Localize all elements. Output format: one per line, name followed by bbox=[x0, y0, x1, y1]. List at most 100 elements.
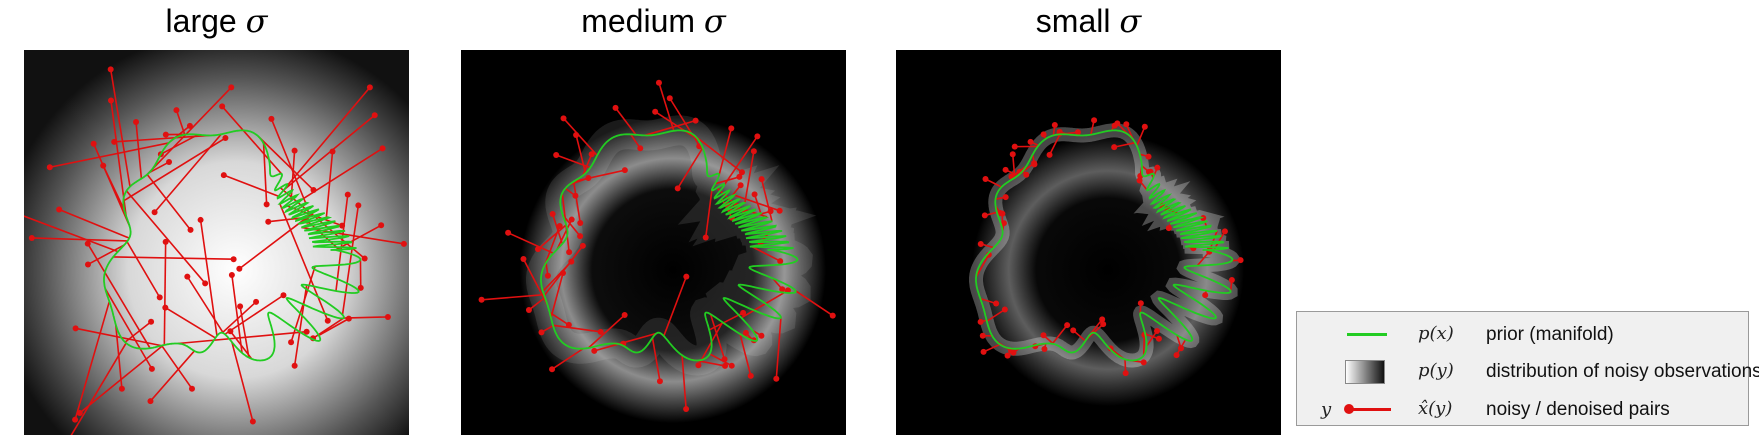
noisy-point bbox=[1228, 276, 1235, 283]
sigma-symbol: σ bbox=[1119, 2, 1142, 40]
pair-line bbox=[186, 276, 225, 334]
noisy-point bbox=[621, 312, 628, 319]
pair-line bbox=[663, 276, 688, 337]
pair-line bbox=[986, 308, 1006, 322]
pair-line bbox=[102, 165, 126, 211]
noisy-point bbox=[573, 131, 580, 138]
noisy-point bbox=[162, 238, 169, 245]
pair-line bbox=[795, 290, 834, 317]
noisy-point bbox=[1002, 166, 1009, 173]
noisy-point bbox=[1046, 151, 1053, 158]
pair-line bbox=[775, 317, 782, 379]
noisy-point bbox=[666, 95, 673, 102]
noisy-point bbox=[977, 240, 984, 247]
noisy-point bbox=[288, 339, 295, 346]
noisy-point bbox=[579, 242, 586, 249]
pair-line bbox=[551, 213, 564, 245]
legend-label-noisy-distribution: distribution of noisy observations bbox=[1486, 361, 1759, 382]
pair-line bbox=[335, 224, 382, 251]
legend-math-py: p(y) bbox=[1418, 360, 1454, 381]
noisy-point bbox=[118, 385, 125, 392]
pair-line bbox=[739, 333, 752, 377]
noisy-point bbox=[740, 309, 747, 316]
noisy-point bbox=[371, 112, 378, 119]
pair-line bbox=[224, 294, 284, 335]
noisy-point bbox=[535, 246, 542, 253]
panel-medium-plot bbox=[478, 79, 846, 435]
noisy-point bbox=[1237, 257, 1244, 264]
pair-line bbox=[135, 121, 143, 179]
pair-line bbox=[302, 147, 383, 200]
noisy-point bbox=[829, 312, 836, 319]
legend-math-xhat: x̂(y) bbox=[1418, 398, 1453, 419]
noisy-point bbox=[777, 258, 784, 265]
noisy-point bbox=[742, 329, 749, 336]
noisy-point bbox=[577, 233, 584, 240]
noisy-point bbox=[979, 332, 986, 339]
noisy-point bbox=[291, 147, 298, 154]
legend-item-noisy-distribution: p(y) distribution of noisy observations bbox=[1297, 357, 1759, 385]
noisy-point bbox=[253, 298, 260, 305]
noisy-point bbox=[28, 234, 35, 241]
pair-line bbox=[126, 241, 161, 298]
pair-line bbox=[87, 244, 125, 266]
noisy-point bbox=[1177, 345, 1184, 352]
noisy-point bbox=[162, 304, 169, 311]
noisy-point bbox=[1123, 121, 1130, 128]
noisy-point bbox=[577, 220, 584, 227]
noisy-point bbox=[1200, 214, 1207, 221]
noisy-point bbox=[357, 284, 364, 291]
noisy-point bbox=[1091, 117, 1098, 124]
noisy-point bbox=[597, 328, 604, 335]
noisy-point bbox=[265, 218, 272, 225]
noisy-point bbox=[750, 148, 757, 155]
pair-line bbox=[161, 345, 193, 390]
noisy-point bbox=[568, 216, 575, 223]
noisy-point bbox=[1145, 153, 1152, 160]
pair-line bbox=[148, 161, 170, 174]
noisy-point bbox=[187, 226, 194, 233]
noisy-point bbox=[220, 172, 227, 179]
noisy-point bbox=[997, 210, 1004, 217]
pair-line bbox=[542, 261, 572, 292]
pair-line bbox=[975, 254, 990, 278]
noisy-point bbox=[1064, 322, 1071, 329]
noisy-point bbox=[1023, 171, 1030, 178]
pair-line bbox=[654, 111, 699, 141]
noisy-point bbox=[384, 313, 391, 320]
noisy-point bbox=[291, 362, 298, 369]
noisy-point bbox=[728, 362, 735, 369]
noisy-point bbox=[751, 191, 758, 198]
noisy-point bbox=[773, 375, 780, 382]
prior-manifold-curve bbox=[103, 129, 362, 362]
noisy-point bbox=[84, 261, 91, 268]
pair-line bbox=[550, 272, 564, 318]
pair-line bbox=[669, 97, 693, 134]
pair-line bbox=[507, 232, 554, 254]
pair-line bbox=[760, 178, 773, 222]
pair-line bbox=[677, 147, 704, 189]
noisy-point bbox=[683, 273, 690, 280]
noisy-point bbox=[133, 119, 140, 126]
green-line-icon bbox=[1309, 320, 1419, 348]
noisy-point bbox=[46, 164, 53, 171]
panel-small-plot bbox=[948, 110, 1268, 430]
pair-line bbox=[555, 154, 591, 169]
noisy-point bbox=[683, 406, 690, 413]
pair-line bbox=[109, 69, 131, 187]
grayscale-gradient-icon bbox=[1309, 357, 1419, 385]
pair-line bbox=[552, 324, 601, 333]
pair-line bbox=[283, 114, 376, 191]
pair-line bbox=[113, 256, 234, 260]
noisy-point bbox=[345, 315, 352, 322]
noisy-point bbox=[237, 303, 244, 310]
pair-line bbox=[1196, 251, 1210, 267]
pair-line bbox=[537, 224, 567, 250]
pair-line bbox=[124, 321, 152, 343]
noisy-point bbox=[478, 296, 485, 303]
panel-title-small: small σ bbox=[896, 2, 1281, 40]
noisy-point bbox=[107, 97, 114, 104]
noisy-point bbox=[993, 300, 1000, 307]
noisy-point bbox=[982, 175, 989, 182]
noisy-point bbox=[776, 207, 783, 214]
